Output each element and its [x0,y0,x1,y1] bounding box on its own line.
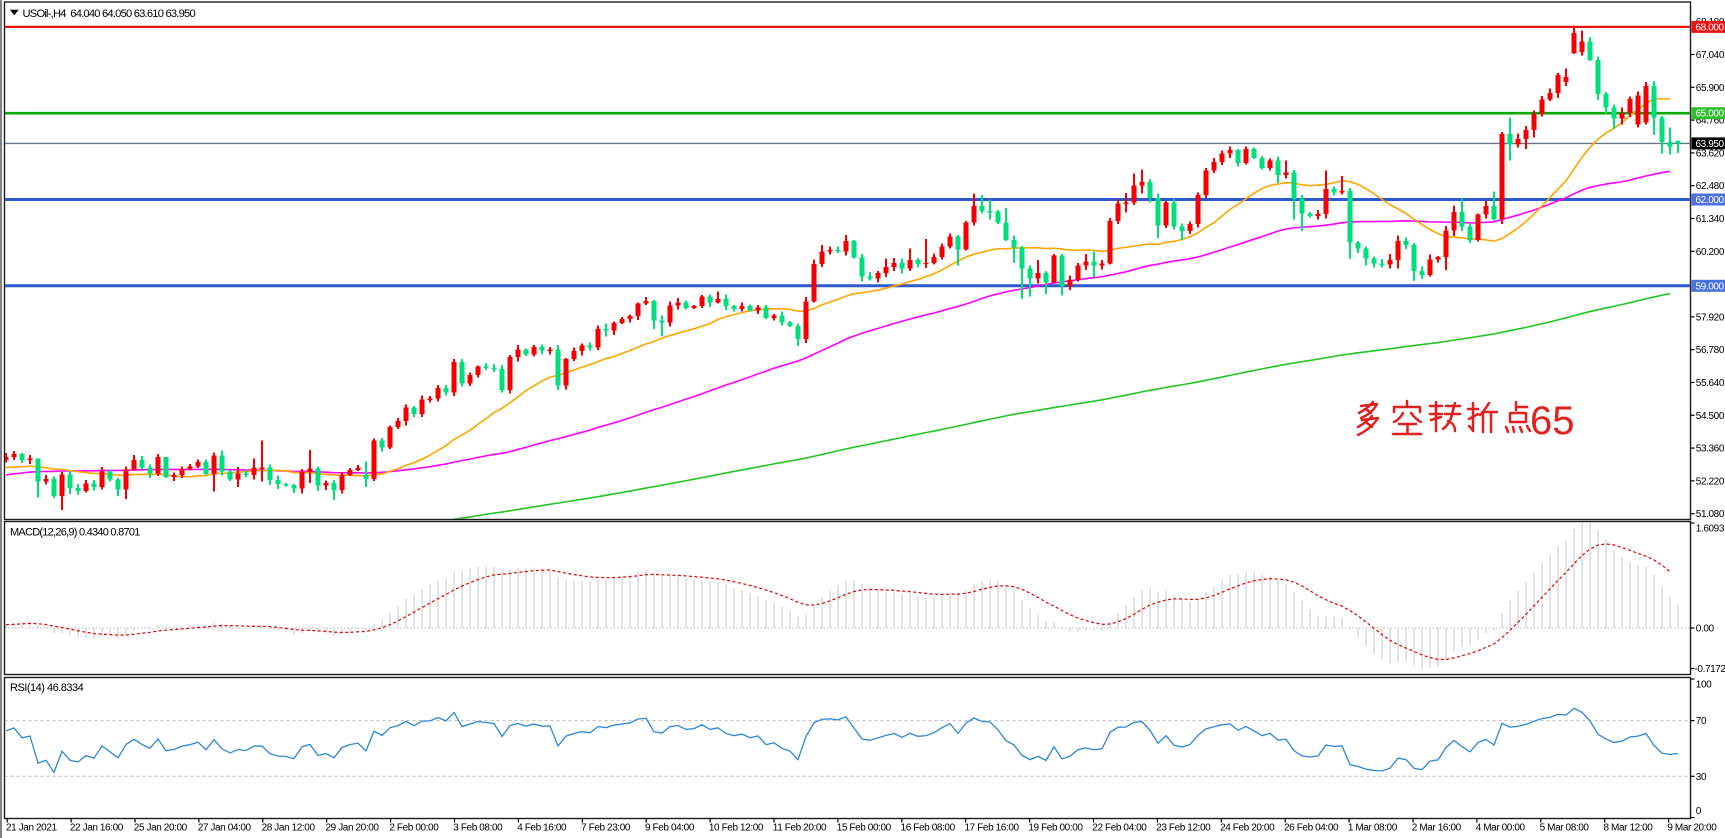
svg-text:65.900: 65.900 [1696,83,1725,94]
svg-text:8 Mar 12:00: 8 Mar 12:00 [1604,823,1654,834]
svg-text:59.000: 59.000 [1696,281,1725,292]
svg-text:22 Feb 04:00: 22 Feb 04:00 [1092,823,1147,834]
svg-text:65.000: 65.000 [1696,109,1725,120]
svg-text:0.00: 0.00 [1696,624,1715,635]
svg-text:60.200: 60.200 [1696,247,1725,258]
svg-text:28 Jan 12:00: 28 Jan 12:00 [262,823,316,834]
svg-text:65: 65 [1530,399,1575,443]
svg-text:63.620: 63.620 [1696,148,1725,159]
svg-text:9 Mar 20:00: 9 Mar 20:00 [1667,823,1717,834]
svg-text:MACD(12,26,9) 0.4340 0.8701: MACD(12,26,9) 0.4340 0.8701 [10,527,140,539]
svg-text:61.340: 61.340 [1696,214,1725,225]
svg-text:30: 30 [1696,772,1707,783]
svg-text:2 Mar 16:00: 2 Mar 16:00 [1412,823,1462,834]
svg-text:16 Feb 08:00: 16 Feb 08:00 [901,823,956,834]
svg-text:56.780: 56.780 [1696,345,1725,356]
svg-text:2 Feb 00:00: 2 Feb 00:00 [389,823,439,834]
svg-text:54.500: 54.500 [1696,411,1725,422]
svg-text:51.080: 51.080 [1696,509,1725,520]
svg-text:22 Jan 16:00: 22 Jan 16:00 [70,823,124,834]
svg-text:25 Jan 20:00: 25 Jan 20:00 [134,823,188,834]
svg-text:62.480: 62.480 [1696,181,1725,192]
svg-text:1 Mar 08:00: 1 Mar 08:00 [1348,823,1398,834]
svg-text:21 Jan 2021: 21 Jan 2021 [6,823,57,834]
svg-text:24 Feb 20:00: 24 Feb 20:00 [1220,823,1275,834]
svg-text:17 Feb 16:00: 17 Feb 16:00 [965,823,1020,834]
svg-text:55.640: 55.640 [1696,378,1725,389]
svg-text:63.950: 63.950 [1696,139,1725,150]
svg-text:19 Feb 00:00: 19 Feb 00:00 [1028,823,1083,834]
svg-text:4 Feb 16:00: 4 Feb 16:00 [517,823,567,834]
svg-text:5 Mar 08:00: 5 Mar 08:00 [1540,823,1590,834]
svg-text:0: 0 [1696,806,1702,817]
svg-text:68.000: 68.000 [1696,22,1725,33]
svg-text:10 Feb 12:00: 10 Feb 12:00 [709,823,764,834]
svg-text:62.000: 62.000 [1696,195,1725,206]
svg-text:11 Feb 20:00: 11 Feb 20:00 [773,823,827,834]
svg-text:15 Feb 00:00: 15 Feb 00:00 [837,823,892,834]
svg-text:9 Feb 04:00: 9 Feb 04:00 [645,823,695,834]
svg-text:70: 70 [1696,716,1707,727]
svg-text:57.920: 57.920 [1696,312,1725,323]
svg-text:23 Feb 12:00: 23 Feb 12:00 [1156,823,1211,834]
svg-text:27 Jan 04:00: 27 Jan 04:00 [198,823,252,834]
svg-text:52.220: 52.220 [1696,476,1725,487]
svg-text:4 Mar 00:00: 4 Mar 00:00 [1476,823,1526,834]
svg-text:3 Feb 08:00: 3 Feb 08:00 [453,823,503,834]
svg-text:29 Jan 20:00: 29 Jan 20:00 [326,823,380,834]
svg-text:RSI(14) 46.8334: RSI(14) 46.8334 [10,682,84,694]
svg-text:67.040: 67.040 [1696,50,1725,61]
svg-text:-0.7172: -0.7172 [1695,664,1725,675]
svg-text:26 Feb 04:00: 26 Feb 04:00 [1284,823,1339,834]
svg-text:7 Feb 23:00: 7 Feb 23:00 [581,823,631,834]
svg-text:USOil-,H4 64.040 64.050 63.61: USOil-,H4 64.040 64.050 63.610 63.950 [23,8,196,20]
svg-text:53.360: 53.360 [1696,444,1725,455]
svg-text:1.6093: 1.6093 [1696,524,1725,535]
svg-text:100: 100 [1696,680,1712,691]
svg-text:64.760: 64.760 [1696,116,1725,127]
